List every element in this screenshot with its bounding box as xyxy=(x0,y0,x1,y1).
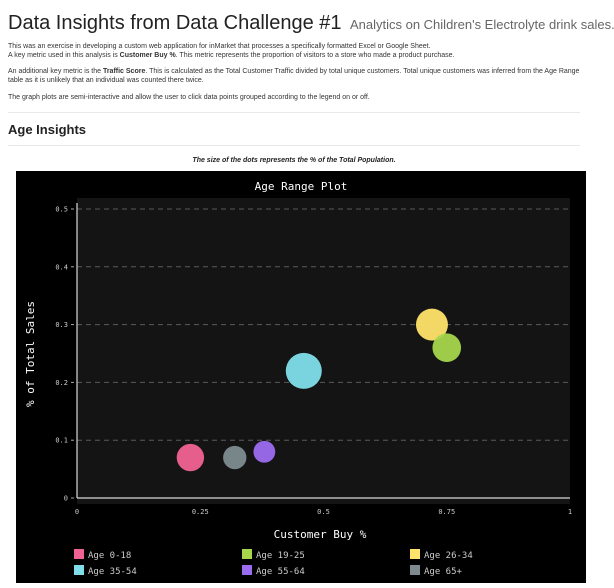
section-heading: Age Insights xyxy=(8,122,87,137)
legend-item[interactable]: Age 35-54 xyxy=(74,565,137,577)
y-tick-label: 0.5 xyxy=(55,206,68,214)
legend-label: Age 55-64 xyxy=(256,567,305,577)
intro-line-1: This was an exercise in developing a cus… xyxy=(8,43,431,50)
data-point[interactable] xyxy=(432,333,462,363)
legend-label: Age 35-54 xyxy=(88,567,137,577)
divider xyxy=(8,145,580,146)
data-point[interactable] xyxy=(415,308,448,341)
legend-swatch xyxy=(74,549,84,559)
age-range-plot: Age Range Plot Customer Buy % % of Total… xyxy=(24,180,572,577)
traffic-score-term: Traffic Score xyxy=(102,68,146,75)
y-tick-label: 0.4 xyxy=(55,263,68,271)
y-axis-label: % of Total Sales xyxy=(24,301,37,407)
data-point[interactable] xyxy=(223,445,247,470)
chart-title: Age Range Plot xyxy=(255,180,348,193)
x-tick-label: 0.5 xyxy=(317,508,330,516)
header: Data Insights from Data Challenge #1 Ana… xyxy=(8,12,614,35)
legend-item[interactable]: Age 0-18 xyxy=(74,549,131,561)
legend-swatch xyxy=(74,565,84,575)
intro-paragraph-2: An additional key metric is the Traffic … xyxy=(8,67,580,85)
customer-buy-term: Customer Buy % xyxy=(119,52,176,59)
chart-note: The size of the dots represents the % of… xyxy=(192,157,396,164)
legend-label: Age 19-25 xyxy=(256,551,305,561)
x-tick-label: 0 xyxy=(75,508,79,516)
legend-swatch xyxy=(242,549,252,559)
legend-item[interactable]: Age 26-34 xyxy=(410,549,473,561)
intro-paragraph-3: The graph plots are semi-interactive and… xyxy=(8,94,370,101)
data-point[interactable] xyxy=(285,352,322,389)
legend-label: Age 65+ xyxy=(424,567,463,577)
legend-swatch xyxy=(410,549,420,559)
legend-item[interactable]: Age 65+ xyxy=(410,565,463,577)
x-tick-label: 0.25 xyxy=(192,508,209,516)
legend-label: Age 26-34 xyxy=(424,551,473,561)
plot-area xyxy=(77,198,570,504)
page-subtitle: Analytics on Children's Electrolyte drin… xyxy=(349,17,614,32)
page-container: Data Insights from Data Challenge #1 Ana… xyxy=(8,0,614,164)
y-tick-label: 0.1 xyxy=(55,437,68,445)
intro-p2-pre: An additional key metric is the xyxy=(8,68,103,75)
x-tick-label: 0.75 xyxy=(438,508,455,516)
divider xyxy=(8,112,580,113)
legend-label: Age 0-18 xyxy=(88,551,131,561)
chart-container: Age Range Plot Customer Buy % % of Total… xyxy=(16,171,586,583)
intro-paragraph-1: This was an exercise in developing a cus… xyxy=(8,42,580,60)
legend-item[interactable]: Age 55-64 xyxy=(242,565,305,577)
y-tick-label: 0.3 xyxy=(55,321,68,329)
x-tick-label: 1 xyxy=(568,508,572,516)
legend-swatch xyxy=(410,565,420,575)
legend-item[interactable]: Age 19-25 xyxy=(242,549,305,561)
data-point[interactable] xyxy=(253,440,276,463)
page-title: Data Insights from Data Challenge #1 xyxy=(8,12,342,34)
x-axis-label: Customer Buy % xyxy=(274,528,367,541)
y-tick-label: 0 xyxy=(64,495,68,503)
intro-line-2-post: . This metric represents the proportion … xyxy=(175,52,455,59)
data-point[interactable] xyxy=(176,443,205,472)
intro-p2-post: . This is calculated as the Total Custom… xyxy=(8,68,580,84)
intro-line-2-pre: A key metric used in this analysis is xyxy=(8,52,120,59)
legend-swatch xyxy=(242,565,252,575)
y-tick-label: 0.2 xyxy=(55,379,68,387)
